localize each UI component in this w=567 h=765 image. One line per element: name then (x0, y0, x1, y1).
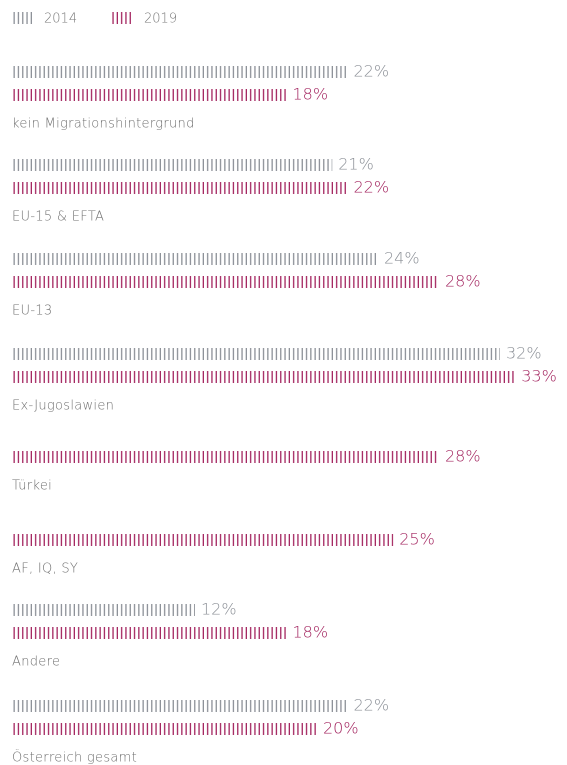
value-label: 25% (399, 530, 435, 549)
value-label: 32% (506, 344, 542, 363)
category-label: Andere (12, 655, 60, 670)
category-label: AF, IQ, SY (12, 562, 78, 577)
value-label: 22% (354, 696, 390, 715)
bar (12, 371, 516, 383)
category-label: EU-15 & EFTA (12, 210, 104, 225)
category-label: Österreich gesamt (12, 750, 137, 765)
value-label: 28% (445, 447, 481, 466)
bar (12, 348, 500, 360)
legend-swatch (112, 12, 132, 24)
category-label: Ex-Jugoslawien (12, 399, 114, 414)
bar (12, 604, 195, 616)
bar (12, 451, 439, 463)
bar (12, 700, 348, 712)
value-label: 18% (293, 85, 329, 104)
bar (12, 534, 394, 546)
value-label: 21% (338, 155, 374, 174)
category-label: EU-13 (12, 304, 52, 319)
bar (12, 723, 317, 735)
legend-swatch (12, 12, 32, 24)
category-label: Türkei (12, 479, 52, 494)
value-label: 33% (521, 367, 557, 386)
value-label: 22% (354, 62, 390, 81)
value-label: 12% (201, 600, 237, 619)
value-label: 18% (293, 623, 329, 642)
category-label: kein Migrationshintergrund (12, 117, 195, 132)
bar (12, 253, 378, 265)
bar (12, 66, 348, 78)
value-label: 20% (323, 719, 359, 738)
bar (12, 276, 439, 288)
bar (12, 159, 333, 171)
value-label: 24% (384, 249, 420, 268)
value-label: 22% (354, 178, 390, 197)
legend-label: 2019 (144, 12, 177, 27)
bar (12, 89, 287, 101)
bar (12, 182, 348, 194)
bar (12, 627, 287, 639)
value-label: 28% (445, 272, 481, 291)
legend-label: 2014 (44, 12, 77, 27)
